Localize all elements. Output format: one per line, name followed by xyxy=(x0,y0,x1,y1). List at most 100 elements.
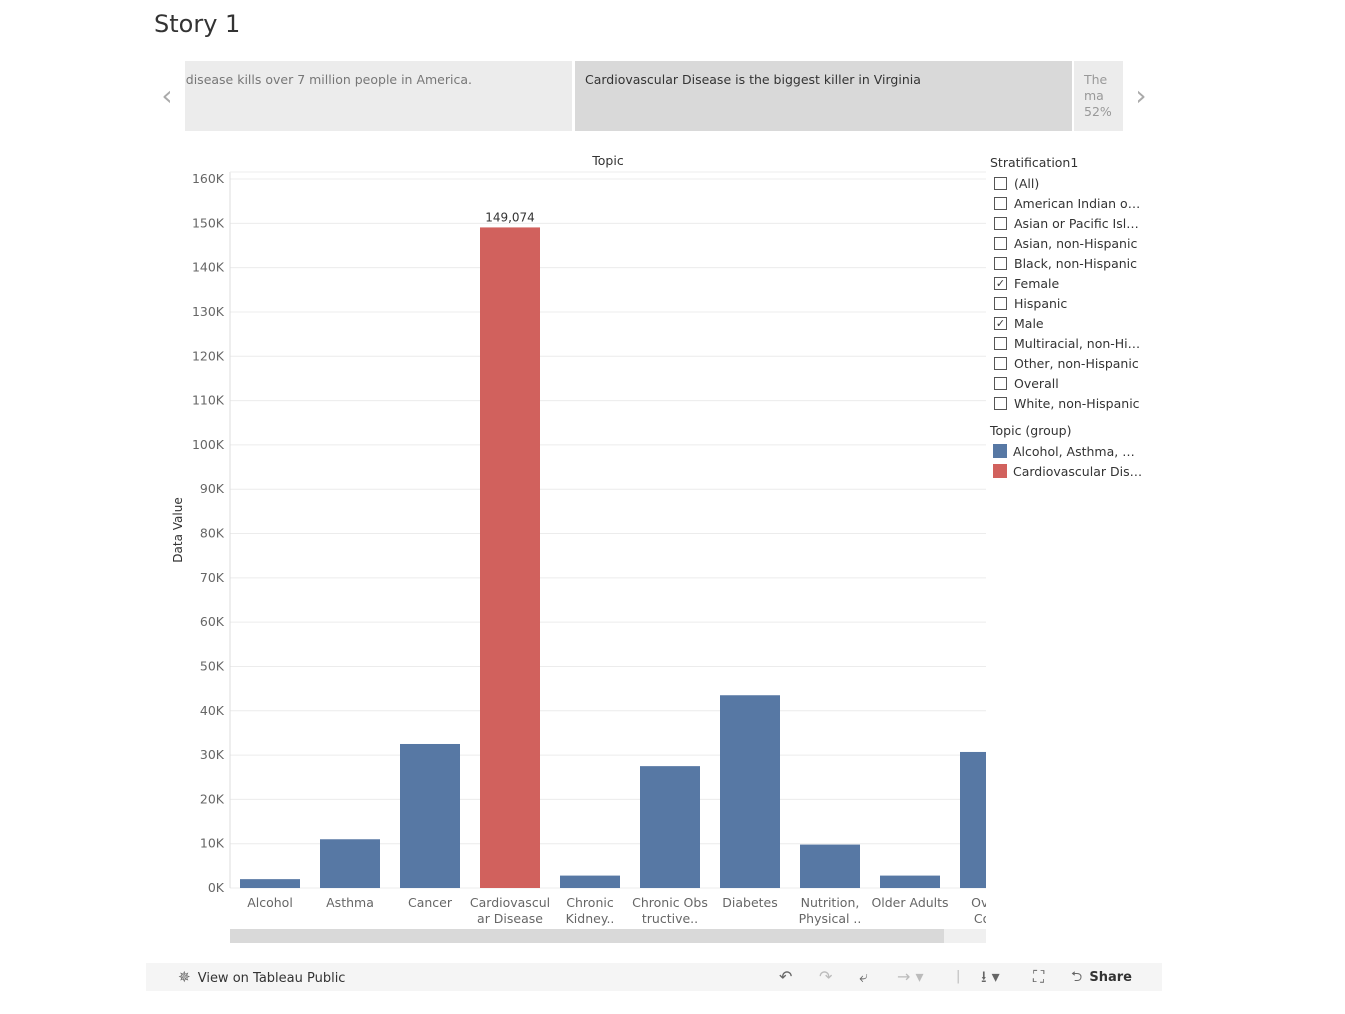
fullscreen-icon[interactable]: ⛶ xyxy=(1033,967,1045,986)
y-tick-label: 10K xyxy=(200,836,225,851)
checkbox-checked-icon[interactable]: ✓ xyxy=(994,276,1007,290)
filter-option[interactable]: Multiracial, non-His... xyxy=(990,333,1150,353)
stratification-filter-title: Stratification1 xyxy=(990,155,1079,170)
filter-option-label: Female xyxy=(1014,275,1060,291)
chevron-right-icon[interactable]: › xyxy=(1135,79,1147,112)
y-tick-label: 90K xyxy=(200,481,225,496)
y-tick-label: 60K xyxy=(200,614,225,629)
checkbox-icon[interactable] xyxy=(994,376,1007,390)
chevron-left-icon[interactable]: ‹ xyxy=(161,79,173,112)
share-icon: ⮌ xyxy=(1071,969,1083,985)
filter-option[interactable]: Asian, non-Hispanic xyxy=(990,233,1150,253)
story-title: Story 1 xyxy=(154,10,241,38)
bar[interactable] xyxy=(960,751,1020,888)
legend-panel: Stratification1 (All) American Indian or … xyxy=(990,155,1150,481)
y-tick-label: 70K xyxy=(200,570,225,585)
bar[interactable] xyxy=(720,695,780,888)
y-tick-label: 130K xyxy=(192,304,225,319)
x-tick-label: Kidney.. xyxy=(566,911,615,926)
bar[interactable] xyxy=(800,844,860,888)
filter-option-label: Hispanic xyxy=(1014,295,1068,311)
share-button[interactable]: ⮌ Share xyxy=(1071,968,1132,986)
redo-icon[interactable]: ↷ xyxy=(819,967,833,986)
x-tick-label: Cardiovascul xyxy=(470,895,550,910)
checkbox-icon[interactable] xyxy=(994,196,1007,210)
y-tick-label: 140K xyxy=(192,260,225,275)
filter-option-label: Other, non-Hispanic xyxy=(1014,355,1139,371)
story-point-1[interactable]: Cardiovascular disease kills over 7 mill… xyxy=(185,61,572,131)
y-tick-label: 50K xyxy=(200,658,225,673)
filter-option[interactable]: ✓ Male xyxy=(990,313,1150,333)
pause-icon[interactable]: → ▾ xyxy=(897,967,924,986)
filter-option-label: Overall xyxy=(1014,375,1059,391)
y-tick-label: 40K xyxy=(200,703,225,718)
view-on-tableau-label: View on Tableau Public xyxy=(197,971,346,986)
bar[interactable] xyxy=(640,766,700,888)
bar-chart[interactable]: 0K 10K 20K 30K 40K 50K 60K 70K 80K 90K 100K 110K 120… xyxy=(0,0,1345,960)
download-icon[interactable]: ⭳ ▾ xyxy=(981,967,1000,986)
y-tick-label: 150K xyxy=(192,215,225,230)
topic-color-legend: Alcohol, Asthma, Can... Cardiovascular Di… xyxy=(990,441,1150,481)
color-legend-item[interactable]: Cardiovascular Disea... xyxy=(990,461,1150,481)
y-tick-label: 160K xyxy=(192,171,225,186)
bar[interactable] xyxy=(480,227,540,888)
view-on-tableau-link[interactable]: ✵ View on Tableau Public xyxy=(178,968,345,986)
filter-option[interactable]: American Indian or A... xyxy=(990,193,1150,213)
filter-option[interactable]: Hispanic xyxy=(990,293,1150,313)
scrollbar-thumb[interactable] xyxy=(230,929,944,943)
filter-option[interactable]: Other, non-Hispanic xyxy=(990,353,1150,373)
chart-title: Topic xyxy=(591,153,624,168)
y-tick-label: 100K xyxy=(192,437,225,452)
checkbox-icon[interactable] xyxy=(994,356,1007,370)
filter-option[interactable]: Overall xyxy=(990,373,1150,393)
color-legend-label: Cardiovascular Disea... xyxy=(1013,463,1143,479)
data-label: 149,074 xyxy=(485,210,535,224)
checkbox-icon[interactable] xyxy=(994,336,1007,350)
y-tick-label: 110K xyxy=(192,393,225,408)
checkbox-icon[interactable] xyxy=(994,396,1007,410)
y-tick-label: 0K xyxy=(208,880,225,895)
filter-option[interactable]: Asian or Pacific Islan... xyxy=(990,213,1150,233)
checkbox-icon[interactable] xyxy=(994,236,1007,250)
bar[interactable] xyxy=(880,875,940,888)
bar[interactable] xyxy=(560,875,620,888)
x-tick-label: Cancer xyxy=(408,895,453,910)
checkbox-icon[interactable] xyxy=(994,216,1007,230)
y-axis-title: Data Value xyxy=(171,497,185,562)
revert-icon[interactable]: ⤶ xyxy=(859,967,868,986)
story-point-3[interactable]: The ma 52% xyxy=(1074,61,1123,131)
stratification-filter: (All) American Indian or A... Asian or Pac… xyxy=(990,173,1150,413)
bar[interactable] xyxy=(240,879,300,888)
x-tick-label: Older Adults xyxy=(871,895,948,910)
tableau-logo-icon: ✵ xyxy=(178,968,191,986)
story-navigator: ‹ Cardiovascular disease kills over 7 mi… xyxy=(150,61,1160,131)
x-tick-label: Alcohol xyxy=(247,895,293,910)
x-tick-label: Asthma xyxy=(326,895,374,910)
story-point-2[interactable]: Cardiovascular Disease is the biggest ki… xyxy=(575,61,1072,131)
x-tick-label: tructive.. xyxy=(642,911,698,926)
filter-option[interactable]: (All) xyxy=(990,173,1150,193)
checkbox-checked-icon[interactable]: ✓ xyxy=(994,316,1007,330)
color-legend-item[interactable]: Alcohol, Asthma, Can... xyxy=(990,441,1150,461)
filter-option[interactable]: ✓ Female xyxy=(990,273,1150,293)
filter-option-label: Asian or Pacific Islan... xyxy=(1014,215,1144,231)
story-point-text: The ma 52% xyxy=(1084,72,1112,119)
y-tick-label: 80K xyxy=(200,526,225,541)
checkbox-icon[interactable] xyxy=(994,256,1007,270)
share-label: Share xyxy=(1089,970,1132,985)
filter-option-label: Multiracial, non-His... xyxy=(1014,335,1144,351)
filter-option-label: Male xyxy=(1014,315,1044,331)
x-tick-label: Chronic xyxy=(566,895,614,910)
bar[interactable] xyxy=(400,743,460,888)
bar[interactable] xyxy=(320,839,380,888)
undo-icon[interactable]: ↶ xyxy=(779,967,793,986)
y-tick-label: 20K xyxy=(200,791,225,806)
checkbox-icon[interactable] xyxy=(994,296,1007,310)
x-tick-label: Nutrition, xyxy=(801,895,860,910)
filter-option[interactable]: White, non-Hispanic xyxy=(990,393,1150,413)
x-tick-label: Overa xyxy=(971,895,1009,910)
y-tick-label: 120K xyxy=(192,348,225,363)
filter-option[interactable]: Black, non-Hispanic xyxy=(990,253,1150,273)
checkbox-icon[interactable] xyxy=(994,176,1007,190)
color-legend-label: Alcohol, Asthma, Can... xyxy=(1013,443,1143,459)
